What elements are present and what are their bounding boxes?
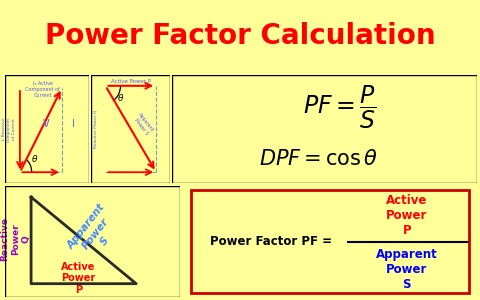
Text: $PF = \dfrac{P}{S}$: $PF = \dfrac{P}{S}$ bbox=[302, 84, 376, 131]
Text: Apparent
Power
S: Apparent Power S bbox=[66, 202, 126, 265]
Text: Active
Power
P: Active Power P bbox=[61, 262, 96, 295]
Text: Apparent
Power S: Apparent Power S bbox=[132, 112, 155, 137]
Text: $\theta$: $\theta$ bbox=[31, 153, 38, 164]
Text: Apparent
Power
S: Apparent Power S bbox=[376, 248, 438, 291]
Text: I: I bbox=[72, 119, 75, 129]
Text: V: V bbox=[43, 119, 49, 129]
Text: Reactive Power Q: Reactive Power Q bbox=[94, 110, 98, 148]
Text: Active
Power
P: Active Power P bbox=[386, 194, 427, 238]
Text: $\theta$: $\theta$ bbox=[117, 92, 124, 103]
Text: Power Factor Calculation: Power Factor Calculation bbox=[45, 22, 435, 50]
Text: Power Factor PF =: Power Factor PF = bbox=[210, 235, 332, 248]
Text: Iᵣ Reactive
Component
of Current: Iᵣ Reactive Component of Current bbox=[2, 116, 15, 142]
Text: Active Power P: Active Power P bbox=[111, 79, 151, 84]
Text: Reactive
Power
Q: Reactive Power Q bbox=[0, 217, 30, 261]
Text: $DPF = \cos\theta$: $DPF = \cos\theta$ bbox=[259, 149, 378, 169]
Text: Iₐ Active
Component of
Current: Iₐ Active Component of Current bbox=[25, 82, 60, 98]
